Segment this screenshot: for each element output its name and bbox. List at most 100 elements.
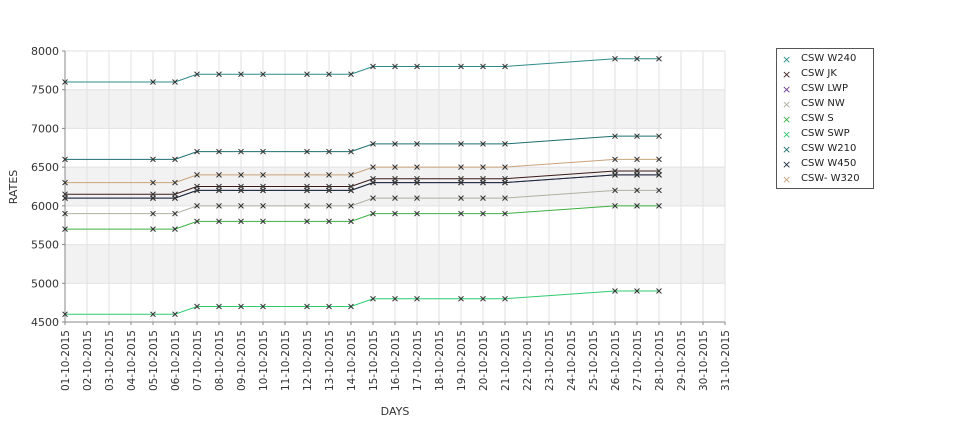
data-point: [150, 311, 156, 318]
data-point: [326, 172, 332, 178]
series-markers: [62, 55, 662, 318]
data-point: [480, 63, 486, 70]
data-point: [656, 133, 662, 140]
x-tick-label: 07-10-2015: [192, 330, 204, 391]
y-tick-label: 4500: [31, 316, 59, 329]
y-tick-label: 5000: [31, 277, 59, 290]
legend-label: CSW W450: [801, 158, 857, 169]
data-point: [326, 71, 332, 78]
legend-label: CSW S: [801, 113, 834, 124]
data-point: [194, 187, 200, 194]
x-tick-label: 28-10-2015: [654, 330, 666, 391]
x-axis-label: DAYS: [381, 405, 410, 418]
data-point: [238, 172, 244, 178]
data-point: [502, 141, 508, 147]
data-point: [414, 210, 420, 217]
data-point: [216, 172, 222, 178]
data-point: [612, 288, 618, 294]
data-point: [458, 179, 464, 186]
x-tick-label: 21-10-2015: [500, 330, 512, 391]
data-point: [260, 218, 266, 225]
data-point: [194, 172, 200, 178]
legend-label: CSW LWP: [801, 83, 848, 94]
legend-label: CSW JK: [801, 68, 837, 79]
data-point: [172, 311, 178, 318]
data-point: [612, 203, 618, 209]
x-tick-label: 15-10-2015: [368, 330, 380, 391]
legend-swatch: ×: [782, 98, 792, 111]
data-point: [480, 141, 486, 147]
data-point: [414, 164, 420, 170]
legend-swatch: ×: [782, 158, 792, 171]
legend-item: × CSW LWP: [777, 82, 873, 97]
x-tick-label: 18-10-2015: [434, 330, 446, 391]
x-tick-label: 10-10-2015: [258, 330, 270, 391]
legend-item: × CSW S: [777, 112, 873, 127]
data-point: [194, 303, 200, 310]
data-point: [656, 55, 662, 62]
data-point: [458, 195, 464, 201]
data-point: [370, 179, 376, 186]
x-tick-label: 20-10-2015: [478, 330, 490, 391]
data-point: [634, 288, 640, 294]
data-point: [216, 303, 222, 310]
data-point: [656, 203, 662, 209]
x-tick-label: 31-10-2015: [720, 330, 732, 391]
x-tick-label: 29-10-2015: [676, 330, 688, 391]
data-point: [260, 71, 266, 78]
series-line: [65, 135, 659, 160]
data-point: [656, 172, 662, 178]
y-tick-label: 6500: [31, 161, 59, 174]
x-tick-label: 12-10-2015: [302, 330, 314, 391]
data-point: [480, 210, 486, 217]
data-point: [238, 71, 244, 78]
legend-swatch: ×: [782, 128, 792, 141]
legend-swatch: ×: [782, 83, 792, 96]
legend-item: × CSW W210: [777, 142, 873, 157]
data-point: [62, 179, 68, 186]
y-tick-labels: 4500 5000 5500 6000 6500 7000 7500 8000: [31, 45, 65, 329]
x-tick-label: 26-10-2015: [610, 330, 622, 391]
data-point: [150, 226, 156, 232]
data-point: [502, 195, 508, 201]
data-point: [348, 187, 354, 194]
data-point: [458, 210, 464, 217]
data-point: [392, 164, 398, 170]
data-point: [612, 133, 618, 140]
x-tick-label: 09-10-2015: [236, 330, 248, 391]
data-point: [370, 141, 376, 147]
data-point: [216, 203, 222, 209]
data-point: [326, 303, 332, 310]
data-point: [370, 210, 376, 217]
legend-item: × CSW W240: [777, 52, 873, 67]
data-point: [348, 71, 354, 78]
data-point: [392, 195, 398, 201]
x-tick-label: 01-10-2015: [60, 330, 72, 391]
x-tick-label: 23-10-2015: [544, 330, 556, 391]
data-point: [612, 55, 618, 62]
data-point: [238, 187, 244, 194]
data-point: [502, 210, 508, 217]
data-point: [612, 172, 618, 178]
data-point: [260, 203, 266, 209]
y-tick-label: 8000: [31, 45, 59, 58]
data-point: [634, 156, 640, 163]
data-point: [414, 141, 420, 147]
x-tick-label: 13-10-2015: [324, 330, 336, 391]
data-point: [480, 295, 486, 302]
data-point: [216, 148, 222, 155]
legend-item: × CSW W450: [777, 157, 873, 172]
data-point: [326, 203, 332, 209]
data-point: [326, 148, 332, 155]
legend-swatch: ×: [782, 53, 792, 66]
data-point: [260, 303, 266, 310]
data-point: [392, 179, 398, 186]
x-tick-label: 17-10-2015: [412, 330, 424, 391]
x-tick-label: 11-10-2015: [280, 330, 292, 391]
y-axis-label: RATES: [7, 170, 20, 205]
data-point: [62, 226, 68, 232]
data-point: [634, 187, 640, 194]
data-point: [370, 164, 376, 170]
data-point: [502, 164, 508, 170]
x-tick-label: 30-10-2015: [698, 330, 710, 391]
